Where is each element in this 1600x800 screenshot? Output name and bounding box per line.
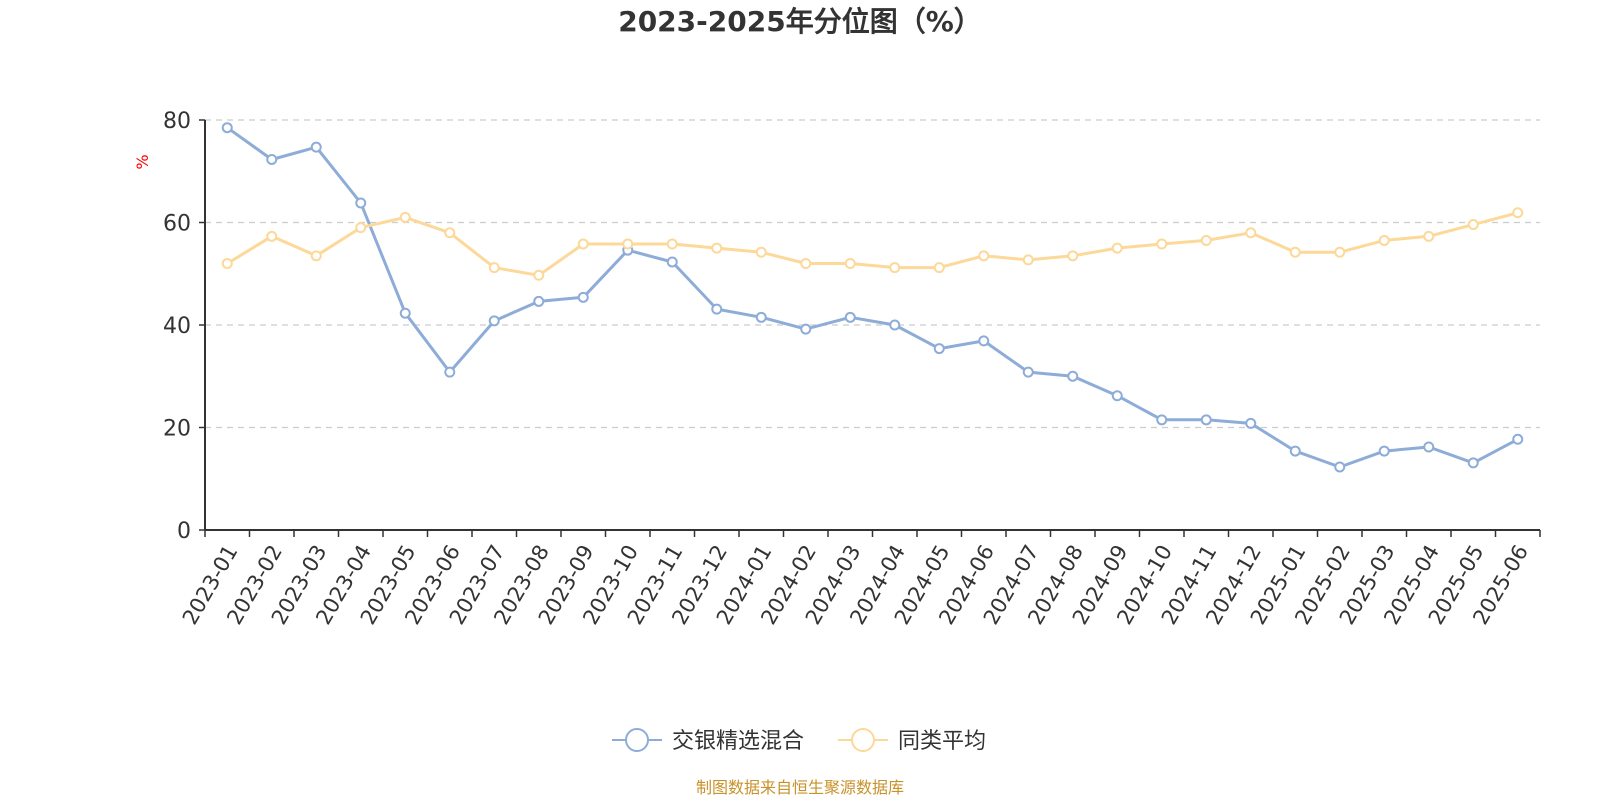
- series-line-2: [226, 211, 1519, 277]
- legend-marker-1: [625, 728, 649, 752]
- data-point: [488, 262, 500, 274]
- data-point: [1156, 238, 1168, 250]
- grid-lines: [205, 119, 1540, 429]
- data-point: [1022, 366, 1034, 378]
- data-point: [355, 222, 367, 234]
- data-point: [266, 153, 278, 165]
- data-point: [666, 256, 678, 268]
- data-point: [1423, 441, 1435, 453]
- y-tick-label: 60: [163, 212, 191, 237]
- data-point: [1467, 219, 1479, 231]
- data-point: [889, 262, 901, 274]
- data-point: [488, 315, 500, 327]
- data-point: [310, 141, 322, 153]
- data-point: [889, 319, 901, 331]
- data-point: [221, 258, 233, 269]
- data-point: [1334, 461, 1346, 473]
- data-point: [711, 303, 723, 315]
- data-point: [1512, 433, 1524, 445]
- y-tick-label: 40: [163, 314, 191, 339]
- data-point: [444, 227, 456, 239]
- y-tick-label: 0: [177, 519, 191, 544]
- data-point: [1467, 457, 1479, 469]
- data-point: [1067, 370, 1079, 382]
- data-point: [444, 366, 456, 378]
- data-point: [1378, 234, 1390, 246]
- data-point: [533, 269, 545, 281]
- data-point: [1378, 445, 1390, 457]
- data-point: [1156, 414, 1168, 426]
- data-point: [1334, 246, 1346, 258]
- data-point: [978, 250, 990, 262]
- data-point: [1289, 445, 1301, 457]
- data-point: [1289, 246, 1301, 258]
- data-point: [399, 211, 411, 223]
- legend-marker-2: [851, 728, 875, 752]
- source-note: 制图数据来自恒生聚源数据库: [695, 778, 904, 797]
- chart-title: 2023-2025年分位图（%）: [618, 5, 982, 38]
- data-point: [755, 311, 767, 323]
- data-point: [266, 230, 278, 242]
- legend: 交银精选混合 同类平均: [612, 728, 986, 754]
- data-point: [755, 246, 767, 258]
- data-point: [1423, 230, 1435, 242]
- data-point: [800, 258, 812, 269]
- data-point: [577, 291, 589, 303]
- data-point: [1067, 250, 1079, 262]
- data-point: [577, 238, 589, 250]
- data-point: [1022, 254, 1034, 266]
- data-point: [933, 262, 945, 274]
- legend-label-2: 同类平均: [898, 729, 986, 754]
- y-axis-label: %: [133, 154, 152, 169]
- data-point: [1512, 207, 1524, 219]
- data-point: [1111, 390, 1123, 402]
- data-point: [844, 258, 856, 269]
- data-point: [1245, 417, 1257, 429]
- data-point: [1245, 227, 1257, 239]
- data-point: [355, 197, 367, 209]
- data-point: [933, 343, 945, 355]
- legend-label-1: 交银精选混合: [672, 729, 804, 754]
- y-tick-label: 20: [163, 417, 191, 442]
- data-point: [1200, 234, 1212, 246]
- data-point: [1200, 414, 1212, 426]
- data-point: [1111, 242, 1123, 254]
- data-point: [399, 307, 411, 319]
- data-point: [221, 122, 233, 134]
- data-point: [666, 238, 678, 250]
- data-point: [978, 335, 990, 347]
- data-point: [533, 295, 545, 307]
- series-lines: [221, 122, 1524, 473]
- y-tick-label: 80: [163, 109, 191, 134]
- axes: 020406080%2023-012023-022023-032023-0420…: [133, 109, 1541, 629]
- data-point: [310, 250, 322, 262]
- data-point: [622, 238, 634, 250]
- data-point: [844, 311, 856, 323]
- series-line-1: [226, 126, 1519, 469]
- data-point: [800, 323, 812, 335]
- data-point: [711, 242, 723, 254]
